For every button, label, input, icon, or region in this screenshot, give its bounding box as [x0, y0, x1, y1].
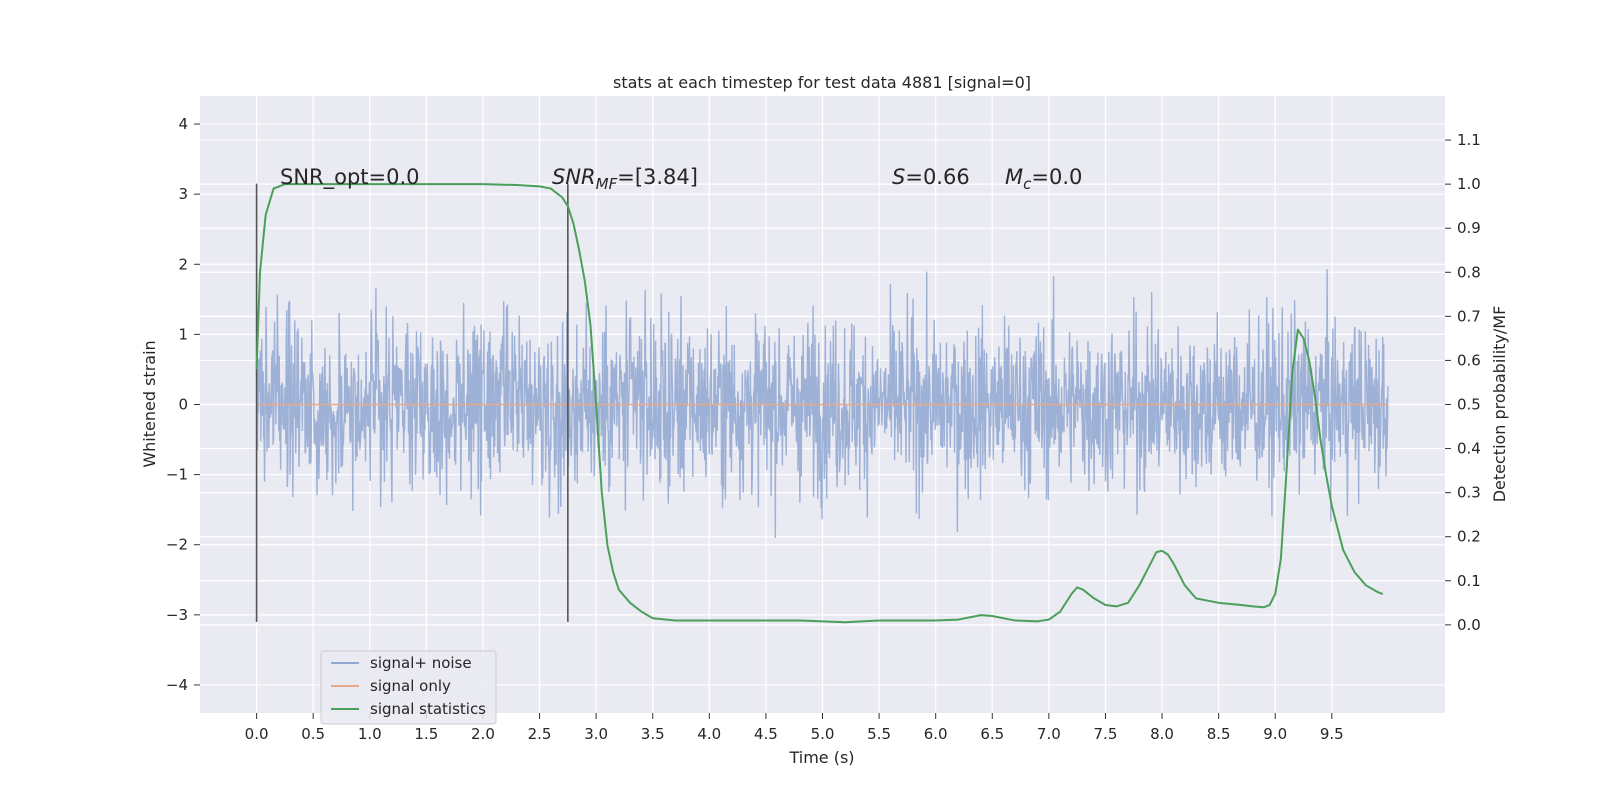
y-tick-label-right: 0.1 [1457, 572, 1481, 590]
x-tick-label: 2.0 [471, 725, 495, 743]
y-tick-label-right: 0.2 [1457, 528, 1481, 546]
y-tick-label-right: 0.4 [1457, 440, 1481, 458]
y-tick-label-right: 0.6 [1457, 351, 1481, 369]
series-signal-noise [255, 268, 1390, 539]
x-tick-label: 8.0 [1150, 725, 1174, 743]
y-tick-label-left: −2 [166, 536, 188, 554]
y-tick-label-left: 3 [178, 185, 188, 203]
y-tick-label-left: −3 [166, 606, 188, 624]
x-tick-label: 2.5 [528, 725, 552, 743]
x-tick-label: 5.5 [867, 725, 891, 743]
legend-box [320, 650, 497, 725]
chart-title: stats at each timestep for test data 488… [613, 73, 1031, 92]
x-tick-label: 4.5 [754, 725, 778, 743]
x-tick-label: 7.5 [1094, 725, 1118, 743]
y-tick-label-left: −1 [166, 466, 188, 484]
x-axis-label: Time (s) [788, 748, 854, 767]
annotation-s: S=0.66 [892, 165, 970, 189]
x-tick-label: 3.0 [584, 725, 608, 743]
legend-label-signal-only: signal only [370, 677, 451, 695]
x-tick-label: 6.0 [924, 725, 948, 743]
x-tick-label: 1.5 [414, 725, 438, 743]
annotation-s-value: =0.66 [905, 165, 969, 189]
y-tick-label-right: 0.3 [1457, 484, 1481, 502]
y-tick-label-left: 2 [178, 255, 188, 273]
legend-label-signal-noise: signal+ noise [370, 654, 472, 672]
x-tick-label: 5.0 [811, 725, 835, 743]
y-tick-label-right: 1.0 [1457, 175, 1481, 193]
y-axis-label-right: Detection probability/MF [1490, 306, 1509, 503]
y-tick-label-left: −4 [166, 676, 188, 694]
x-tick-label: 1.0 [358, 725, 382, 743]
vertical-markers [255, 183, 569, 622]
annotation-snr-mf-sub: MF [596, 175, 618, 193]
y-axis-label-left: Whitened strain [140, 340, 159, 467]
y-tick-label-right: 0.8 [1457, 263, 1481, 281]
annotation-snr-mf-value: =[3.84] [617, 165, 698, 189]
signal-noise-line [255, 268, 1390, 539]
x-tick-label: 0.5 [301, 725, 325, 743]
y-tick-label-right: 0.0 [1457, 616, 1481, 634]
y-tick-label-right: 0.9 [1457, 219, 1481, 237]
y-tick-label-left: 1 [178, 325, 188, 343]
ticks: 0.0 0.5 1.0 1.5 2.0 2.5 3.0 3.5 4.0 4.5 5.0 5.5 6.0 6… [166, 115, 1481, 743]
annotation-snr-mf-main: SNR [552, 165, 596, 189]
y-tick-label-left: 4 [178, 115, 188, 133]
annotation-mc: Mc=0.0 [1005, 165, 1082, 193]
y-tick-label-right: 0.5 [1457, 396, 1481, 414]
x-tick-label: 7.0 [1037, 725, 1061, 743]
x-tick-label: 4.0 [697, 725, 721, 743]
annotation-mc-main: M [1005, 165, 1023, 189]
annotation-snr-mf: SNRMF=[3.84] [552, 165, 698, 193]
annotation-mc-sub: c [1023, 175, 1032, 193]
legend: signal+ noise signal only signal statist… [320, 650, 497, 725]
y-tick-label-right: 1.1 [1457, 131, 1481, 149]
x-tick-label: 9.5 [1320, 725, 1344, 743]
x-tick-label: 9.0 [1263, 725, 1287, 743]
annotation-s-main: S [892, 165, 905, 189]
series-signal-statistics [255, 183, 1384, 624]
annotation-mc-value: =0.0 [1031, 165, 1082, 189]
x-tick-label: 8.5 [1207, 725, 1231, 743]
legend-label-signal-statistics: signal statistics [370, 700, 486, 718]
x-tick-label: 6.5 [980, 725, 1004, 743]
y-tick-label-right: 0.7 [1457, 307, 1481, 325]
signal-statistics-line [255, 183, 1384, 624]
x-tick-label: 0.0 [245, 725, 269, 743]
x-tick-label: 3.5 [641, 725, 665, 743]
annotation-snr-opt: SNR_opt=0.0 [280, 165, 420, 190]
y-tick-label-left: 0 [178, 396, 188, 414]
